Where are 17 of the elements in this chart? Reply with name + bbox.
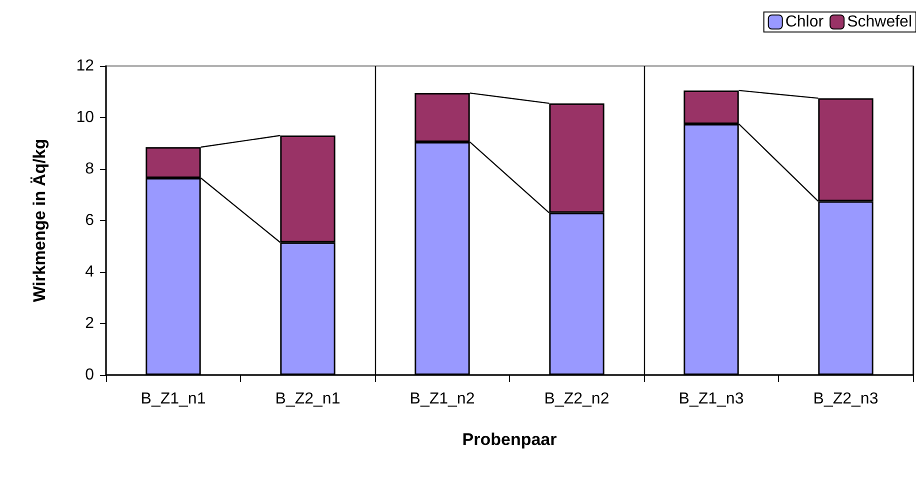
y-tick-label: 0 (85, 366, 94, 384)
x-tick-label: B_Z2_n3 (813, 390, 878, 408)
x-tick-label: B_Z1_n2 (410, 390, 475, 408)
x-tick-label: B_Z2_n1 (275, 390, 340, 408)
x-tick-label: B_Z1_n3 (678, 390, 744, 408)
y-tick-label: 10 (76, 109, 94, 126)
x-axis-title: Probenpaar (462, 430, 558, 449)
legend-label: Schwefel (847, 14, 912, 30)
y-tick-label: 8 (85, 160, 94, 178)
y-tick-label: 2 (85, 315, 94, 332)
y-axis-title: Wirkmenge in Äq/kg (30, 138, 49, 302)
y-tick-label: 6 (85, 212, 94, 229)
x-tick-label: B_Z1_n1 (140, 390, 206, 408)
x-tick-label: B_Z2_n2 (544, 390, 610, 408)
y-tick-label: 12 (76, 58, 94, 74)
y-tick-label: 4 (85, 264, 94, 280)
legend-label: Chlor (785, 14, 824, 30)
